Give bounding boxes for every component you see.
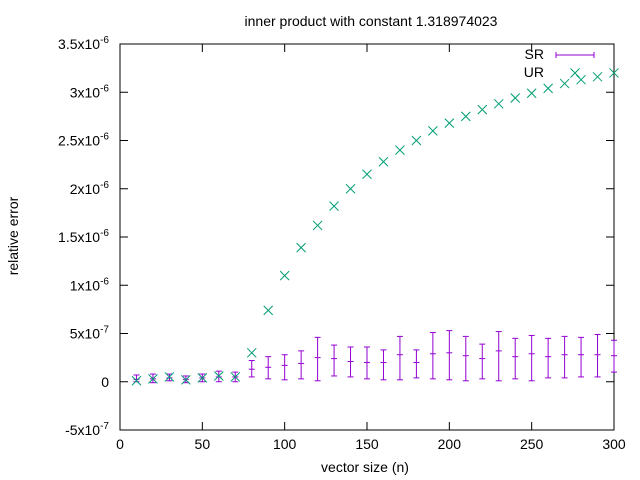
series-sr [133, 330, 617, 384]
sr-errorbar [149, 373, 156, 384]
ur-point [148, 374, 158, 384]
ur-point [164, 372, 175, 382]
x-tick-label: 200 [438, 436, 462, 452]
y-tick-labels: -5x10-7 0 5x10-7 1x10-6 1.5x10-6 2x10-6 2.5x10… [58, 35, 109, 438]
sr-errorbar [314, 336, 321, 382]
x-tick-label: 150 [355, 436, 379, 452]
legend: SR UR [524, 46, 595, 80]
x-tick-label: 250 [520, 436, 544, 452]
ur-point [263, 305, 274, 316]
ur-point [428, 125, 438, 136]
ur-point [543, 83, 553, 94]
ur-point [181, 374, 191, 385]
sr-errorbar [380, 349, 387, 381]
ur-point [460, 111, 471, 122]
y-tick-label: 1.5x10-6 [58, 228, 109, 245]
sr-errorbar [561, 335, 568, 379]
ur-point [559, 78, 570, 89]
x-axis-label: vector size (n) [321, 459, 409, 475]
y-tick-label: 3.5x10-6 [58, 35, 109, 52]
sr-errorbar [446, 330, 453, 381]
ur-point [395, 145, 405, 156]
sr-errorbar [396, 335, 403, 381]
y-tick-label: -5x10-7 [65, 421, 109, 438]
ur-point [444, 118, 455, 128]
sr-errorbar [512, 337, 519, 380]
axis-ticks [119, 43, 615, 431]
ur-point [378, 156, 389, 167]
sr-errorbar [413, 349, 420, 379]
ur-point [609, 68, 619, 78]
sr-errorbar [594, 333, 601, 378]
y-tick-label: 1x10-6 [70, 276, 110, 293]
legend-label-ur: UR [524, 64, 544, 80]
sr-errorbar [331, 344, 338, 377]
legend-sample-sr [555, 52, 595, 58]
chart-title: inner product with constant 1.318974023 [245, 13, 498, 29]
ur-point [213, 371, 224, 381]
y-tick-label: 2.5x10-6 [58, 132, 109, 149]
ur-point [362, 169, 372, 180]
sr-errorbar [578, 336, 585, 378]
sr-errorbar [528, 334, 535, 382]
ur-point [510, 93, 521, 103]
ur-point [246, 347, 257, 358]
ur-point [477, 104, 488, 115]
ur-point [526, 88, 537, 99]
ur-point [493, 98, 504, 109]
sr-errorbar [347, 346, 354, 378]
y-axis-label: relative error [5, 196, 21, 275]
y-tick-label: 0 [101, 374, 109, 390]
x-tick-label: 300 [602, 436, 626, 452]
legend-marker-ur [570, 68, 580, 78]
ur-point [312, 220, 323, 231]
ur-point [345, 183, 356, 194]
y-tick-label: 3x10-6 [70, 83, 110, 100]
legend-sample-ur [570, 68, 580, 78]
ur-point [197, 373, 208, 383]
y-tick-label: 5x10-7 [70, 325, 110, 342]
sr-errorbar [364, 346, 370, 380]
sr-errorbar [265, 356, 272, 380]
sr-errorbar [248, 360, 255, 378]
series-ur [131, 68, 619, 386]
sr-errorbar [611, 339, 617, 373]
ur-point [296, 242, 306, 253]
sr-errorbar [495, 331, 502, 382]
ur-point [131, 375, 142, 386]
sr-errorbar [429, 332, 436, 380]
sr-errorbar [479, 343, 486, 380]
x-tick-label: 0 [116, 436, 124, 452]
sr-errorbar [462, 335, 469, 382]
x-tick-label: 100 [273, 436, 297, 452]
ur-point [592, 71, 603, 82]
ur-point [230, 372, 241, 382]
x-tick-labels: 0 50 100 150 200 250 300 [116, 436, 626, 452]
legend-label-sr: SR [525, 46, 544, 62]
sr-errorbar [298, 350, 305, 380]
y-tick-label: 2x10-6 [70, 180, 110, 197]
ur-point [279, 270, 290, 281]
sr-errorbar [545, 337, 552, 379]
ur-point [329, 201, 339, 211]
sr-errorbar [281, 354, 288, 381]
x-tick-label: 50 [195, 436, 211, 452]
ur-point [411, 135, 422, 146]
